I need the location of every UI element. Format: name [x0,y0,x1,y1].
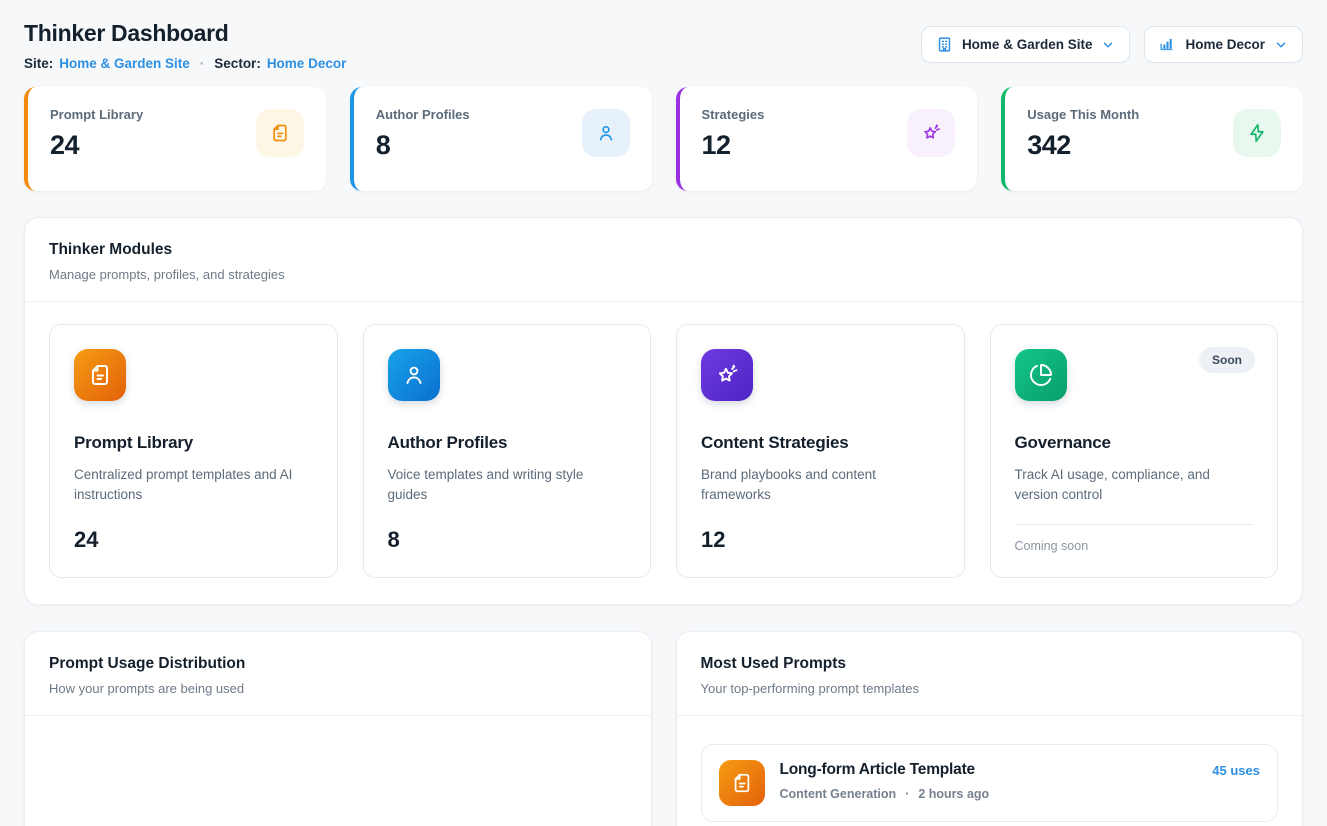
module-title: Content Strategies [701,433,940,453]
module-card-prompt-library[interactable]: Prompt Library Centralized prompt templa… [49,324,338,578]
document-icon [74,349,126,401]
breadcrumb-separator: · [200,56,205,71]
bar-chart-icon [1159,36,1176,53]
thinker-modules-body: Prompt Library Centralized prompt templa… [25,302,1302,604]
header: Thinker Dashboard Site: Home & Garden Si… [24,20,1303,71]
user-icon [388,349,440,401]
stat-value: 12 [702,130,765,161]
stat-label: Prompt Library [50,107,143,122]
module-card-content-strategies[interactable]: Content Strategies Brand playbooks and c… [676,324,965,578]
sector-label: Sector: [214,56,261,71]
module-description: Track AI usage, compliance, and version … [1015,465,1254,506]
stat-card-prompt-library: Prompt Library 24 [24,87,326,191]
prompt-item-main: Long-form Article Template Content Gener… [780,760,1198,801]
prompt-list: Long-form Article Template Content Gener… [677,716,1303,826]
list-item[interactable]: Long-form Article Template Content Gener… [701,744,1279,822]
panel-subtitle: Manage prompts, profiles, and strategies [49,267,1278,282]
uses-badge: 45 uses [1212,760,1260,778]
site-dropdown[interactable]: Home & Garden Site [921,26,1131,63]
site-sector-breadcrumb: Site: Home & Garden Site · Sector: Home … [24,56,346,71]
stat-value: 8 [376,130,470,161]
donut-chart-area: 15% [25,716,651,826]
stat-label: Author Profiles [376,107,470,122]
user-icon [582,109,630,157]
coming-soon-text: Coming soon [1015,539,1254,553]
sector-dropdown[interactable]: Home Decor [1144,26,1303,63]
bottom-row: Prompt Usage Distribution How your promp… [24,631,1303,826]
stat-value: 24 [50,130,143,161]
document-icon [719,760,765,806]
pie-chart-icon [1015,349,1067,401]
dashboard-page: Thinker Dashboard Site: Home & Garden Si… [0,0,1327,826]
panel-subtitle: How your prompts are being used [49,681,627,696]
module-description: Centralized prompt templates and AI inst… [74,465,313,506]
module-title: Author Profiles [388,433,627,453]
site-dropdown-label: Home & Garden Site [962,37,1093,52]
module-count: 12 [701,527,940,553]
stat-label: Strategies [702,107,765,122]
star-sparkle-icon [907,109,955,157]
module-card-author-profiles[interactable]: Author Profiles Voice templates and writ… [363,324,652,578]
star-sparkle-icon [701,349,753,401]
page-title: Thinker Dashboard [24,20,346,47]
header-left: Thinker Dashboard Site: Home & Garden Si… [24,20,346,71]
stat-info: Strategies 12 [702,107,765,161]
stat-info: Usage This Month 342 [1027,107,1139,161]
most-used-prompts-header: Most Used Prompts Your top-performing pr… [677,632,1303,716]
divider [1015,524,1254,525]
sector-dropdown-label: Home Decor [1185,37,1265,52]
module-title: Governance [1015,433,1254,453]
module-footer: Coming soon [1015,524,1254,553]
modules-grid: Prompt Library Centralized prompt templa… [49,324,1278,578]
stats-row: Prompt Library 24 Author Profiles 8 [24,87,1303,191]
panel-subtitle: Your top-performing prompt templates [701,681,1279,696]
panel-title: Prompt Usage Distribution [49,655,627,673]
soon-badge: Soon [1199,347,1255,373]
usage-distribution-header: Prompt Usage Distribution How your promp… [25,632,651,716]
sector-link[interactable]: Home Decor [267,56,347,71]
module-card-governance[interactable]: Soon Governance Track AI usage, complian… [990,324,1279,578]
prompt-title: Long-form Article Template [780,761,1198,779]
module-title: Prompt Library [74,433,313,453]
stat-label: Usage This Month [1027,107,1139,122]
header-actions: Home & Garden Site Home Decor [921,26,1303,63]
module-count: 8 [388,527,627,553]
thinker-modules-panel: Thinker Modules Manage prompts, profiles… [24,217,1303,605]
usage-distribution-card: Prompt Usage Distribution How your promp… [24,631,652,826]
site-link[interactable]: Home & Garden Site [59,56,190,71]
building-icon [936,36,953,53]
stat-info: Prompt Library 24 [50,107,143,161]
document-icon [256,109,304,157]
prompt-meta: Content Generation · 2 hours ago [780,787,1198,801]
chevron-down-icon [1274,38,1288,52]
most-used-prompts-card: Most Used Prompts Your top-performing pr… [676,631,1304,826]
lightning-icon [1233,109,1281,157]
panel-title: Most Used Prompts [701,655,1279,673]
stat-card-author-profiles: Author Profiles 8 [350,87,652,191]
stat-value: 342 [1027,130,1139,161]
stat-card-strategies: Strategies 12 [676,87,978,191]
meta-separator: · [905,787,909,801]
module-description: Brand playbooks and content frameworks [701,465,940,506]
module-description: Voice templates and writing style guides [388,465,627,506]
module-count: 24 [74,527,313,553]
stat-card-usage: Usage This Month 342 [1001,87,1303,191]
thinker-modules-header: Thinker Modules Manage prompts, profiles… [25,218,1302,302]
stat-info: Author Profiles 8 [376,107,470,161]
chevron-down-icon [1101,38,1115,52]
prompt-category: Content Generation [780,787,897,801]
prompt-time: 2 hours ago [918,787,989,801]
panel-title: Thinker Modules [49,241,1278,259]
site-label: Site: [24,56,53,71]
